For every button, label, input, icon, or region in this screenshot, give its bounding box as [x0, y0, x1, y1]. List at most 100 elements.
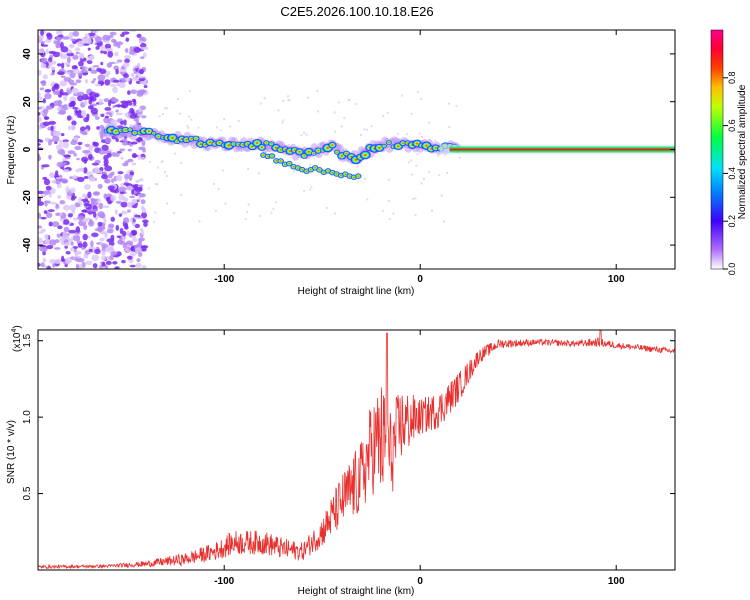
- spectrogram-axes: -100 0 100 -40 -20 0 20 40: [22, 30, 675, 285]
- noise-speck: [42, 98, 46, 104]
- noise-speck: [46, 245, 54, 250]
- noise-speck: [117, 44, 121, 49]
- noise-speck: [74, 250, 82, 255]
- noise-speck: [103, 73, 110, 78]
- faint-speck: [188, 90, 191, 93]
- noise-speck: [75, 51, 80, 55]
- noise-speck: [72, 136, 79, 141]
- noise-speck: [124, 222, 129, 229]
- noise-speck: [38, 154, 41, 161]
- noise-speck: [38, 231, 44, 234]
- noise-speck: [48, 221, 53, 227]
- noise-speck: [112, 86, 118, 94]
- noise-speck: [118, 186, 127, 193]
- noise-speck: [98, 202, 104, 210]
- noise-speck: [101, 250, 106, 256]
- faint-speck: [355, 102, 358, 105]
- noise-speck: [105, 260, 112, 266]
- noise-speck: [43, 200, 51, 204]
- faint-speck: [216, 126, 219, 129]
- noise-speck: [61, 62, 65, 69]
- noise-speck: [115, 138, 119, 143]
- noise-speck: [124, 112, 129, 118]
- noise-speck: [92, 65, 100, 68]
- noise-speck: [85, 37, 92, 42]
- noise-speck: [63, 218, 70, 225]
- snr-frame: [37, 329, 676, 571]
- faint-speck: [448, 126, 451, 129]
- noise-speck: [75, 168, 81, 173]
- snr-ytick-label: 1.0: [22, 410, 33, 424]
- noise-speck: [88, 176, 96, 182]
- noise-speck: [125, 37, 130, 42]
- noise-speck: [71, 120, 77, 126]
- noise-speck: [50, 125, 54, 131]
- noise-speck: [131, 221, 136, 227]
- noise-speck: [138, 251, 143, 258]
- noise-speck: [71, 65, 77, 70]
- faint-speck: [428, 170, 431, 173]
- noise-speck: [129, 195, 135, 199]
- noise-speck: [138, 89, 147, 94]
- noise-speck: [77, 95, 84, 102]
- noise-speck: [43, 116, 50, 120]
- noise-speck: [57, 194, 62, 199]
- noise-speck: [38, 107, 42, 110]
- noise-speck: [109, 254, 114, 261]
- noise-speck: [90, 209, 98, 212]
- faint-speck: [288, 143, 291, 146]
- noise-speck: [74, 145, 82, 151]
- noise-speck: [38, 197, 42, 202]
- noise-speck: [63, 76, 72, 82]
- noise-speck: [100, 61, 104, 66]
- noise-speck: [54, 258, 62, 265]
- spectrogram-ylabel: Frequency (Hz): [6, 116, 17, 185]
- noise-speck: [90, 69, 98, 74]
- noise-speck: [140, 46, 149, 50]
- noise-speck: [59, 41, 64, 49]
- spectrogram-xlabel: Height of straight line (km): [298, 286, 415, 297]
- noise-speck: [120, 156, 124, 160]
- noise-speck: [38, 143, 41, 146]
- faint-speck: [287, 99, 290, 102]
- noise-speck: [90, 107, 99, 115]
- noise-speck: [49, 201, 57, 205]
- noise-speck: [101, 266, 106, 269]
- noise-speck: [132, 198, 138, 205]
- noise-speck: [45, 48, 49, 55]
- noise-speck: [101, 261, 106, 267]
- noise-speck: [118, 213, 123, 217]
- faint-speck: [221, 169, 224, 172]
- noise-speck: [48, 154, 52, 160]
- snr-xtick-label: 100: [608, 576, 625, 587]
- noise-speck: [56, 233, 61, 238]
- noise-speck: [44, 233, 49, 240]
- faint-speck: [415, 164, 418, 167]
- faint-speck: [411, 173, 414, 176]
- faint-speck: [177, 97, 180, 100]
- faint-speck: [305, 133, 308, 136]
- noise-speck: [125, 77, 131, 82]
- noise-speck: [38, 48, 45, 55]
- noise-speck: [138, 193, 146, 198]
- spec-ytick-label: 40: [22, 48, 33, 60]
- noise-speck: [93, 141, 99, 147]
- faint-speck: [156, 166, 159, 169]
- faint-speck: [303, 131, 306, 134]
- noise-speck: [47, 209, 55, 212]
- noise-speck: [131, 230, 137, 236]
- noise-speck: [81, 198, 89, 202]
- noise-speck: [68, 31, 74, 38]
- noise-speck: [123, 119, 127, 126]
- noise-speck: [122, 231, 127, 237]
- noise-speck: [138, 178, 144, 182]
- colorbar-tick-label: 0.8: [727, 72, 737, 85]
- noise-speck: [90, 103, 98, 107]
- noise-speck: [117, 239, 124, 245]
- noise-speck: [107, 185, 115, 191]
- noise-speck: [120, 183, 125, 186]
- noise-speck: [40, 30, 44, 36]
- faint-speck: [258, 214, 261, 217]
- noise-speck: [115, 112, 124, 116]
- faint-speck: [190, 118, 193, 121]
